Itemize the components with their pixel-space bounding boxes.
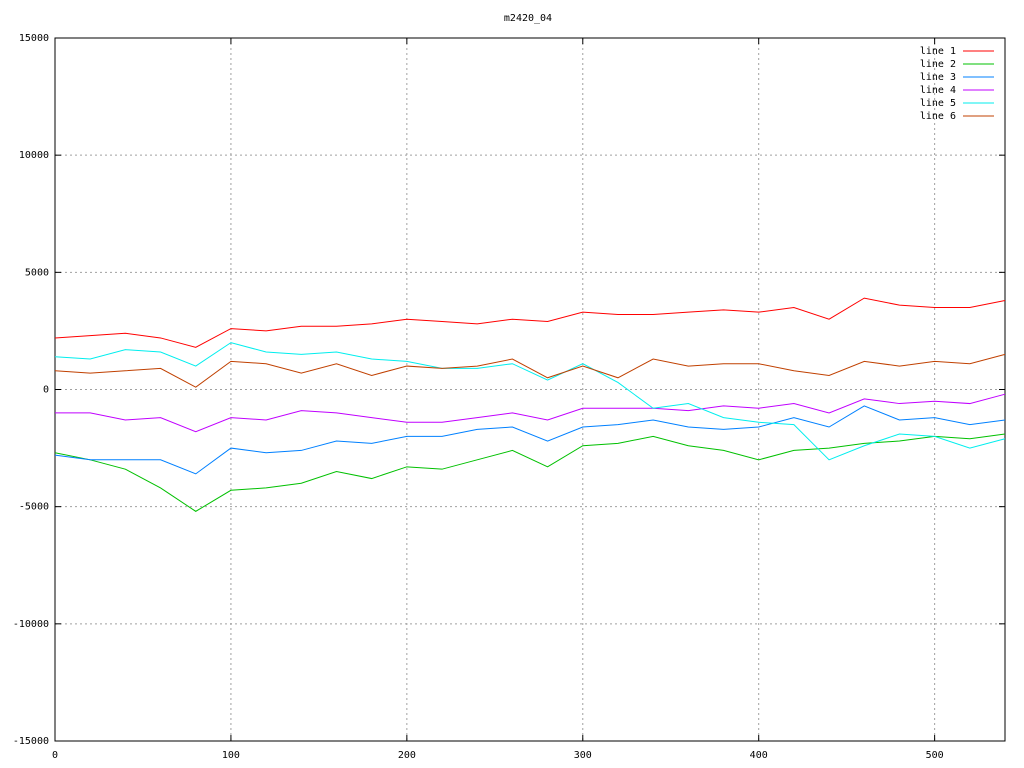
line-series bbox=[54, 405, 1006, 475]
line-series bbox=[55, 393, 1006, 433]
legend-label: line 2 bbox=[920, 59, 956, 70]
x-tick-label: 400 bbox=[750, 750, 768, 761]
legend-label: line 1 bbox=[920, 46, 956, 57]
x-tick-label: 100 bbox=[222, 750, 240, 761]
line-series bbox=[54, 297, 1006, 348]
x-tick-label: 300 bbox=[574, 750, 592, 761]
chart-title: m2420_04 bbox=[504, 13, 552, 24]
y-tick-label: -15000 bbox=[13, 736, 49, 747]
line-series bbox=[54, 433, 1006, 512]
y-tick-label: 10000 bbox=[19, 150, 49, 161]
x-tick-label: 200 bbox=[398, 750, 416, 761]
y-tick-label: -5000 bbox=[19, 502, 49, 513]
legend-label: line 5 bbox=[920, 98, 956, 109]
legend-label: line 6 bbox=[920, 111, 956, 122]
x-tick-label: 500 bbox=[926, 750, 944, 761]
line-series bbox=[54, 342, 1006, 461]
y-tick-label: 0 bbox=[43, 385, 49, 396]
y-tick-label: 15000 bbox=[19, 33, 49, 44]
y-tick-label: -10000 bbox=[13, 619, 49, 630]
line-series bbox=[54, 353, 1006, 388]
legend-label: line 4 bbox=[920, 85, 956, 96]
y-tick-label: 5000 bbox=[25, 267, 49, 278]
x-tick-label: 0 bbox=[52, 750, 58, 761]
legend-label: line 3 bbox=[920, 72, 956, 83]
plot-frame bbox=[54, 37, 1006, 742]
